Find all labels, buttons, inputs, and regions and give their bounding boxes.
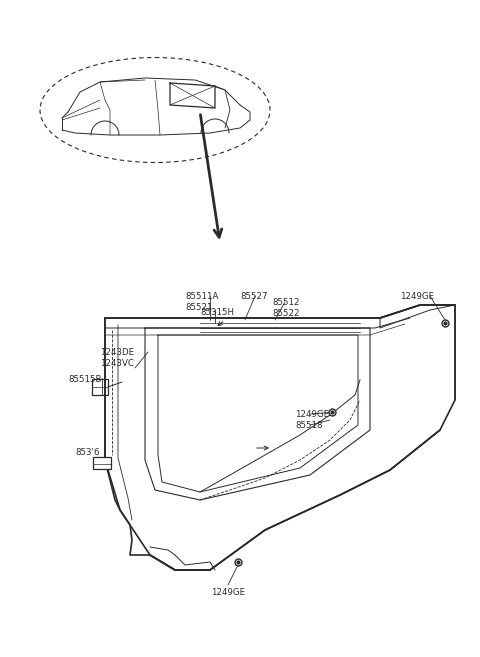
Text: 1243DE: 1243DE xyxy=(100,348,134,357)
Text: 85511A: 85511A xyxy=(185,292,218,301)
Text: 85315H: 85315H xyxy=(200,308,234,317)
Text: 85518: 85518 xyxy=(295,421,323,430)
Bar xyxy=(92,379,108,395)
Text: 85512: 85512 xyxy=(272,298,300,307)
Text: 1249GE: 1249GE xyxy=(295,410,329,419)
Text: 85527: 85527 xyxy=(240,292,267,301)
Text: 1243VC: 1243VC xyxy=(100,359,134,368)
Text: 85522: 85522 xyxy=(272,309,300,318)
Bar xyxy=(93,457,111,469)
Text: 1249GE: 1249GE xyxy=(400,292,434,301)
Text: 1249GE: 1249GE xyxy=(211,588,245,597)
Text: 853'6: 853'6 xyxy=(75,448,99,457)
Text: 85521: 85521 xyxy=(185,303,213,312)
Text: 85515B: 85515B xyxy=(68,375,101,384)
